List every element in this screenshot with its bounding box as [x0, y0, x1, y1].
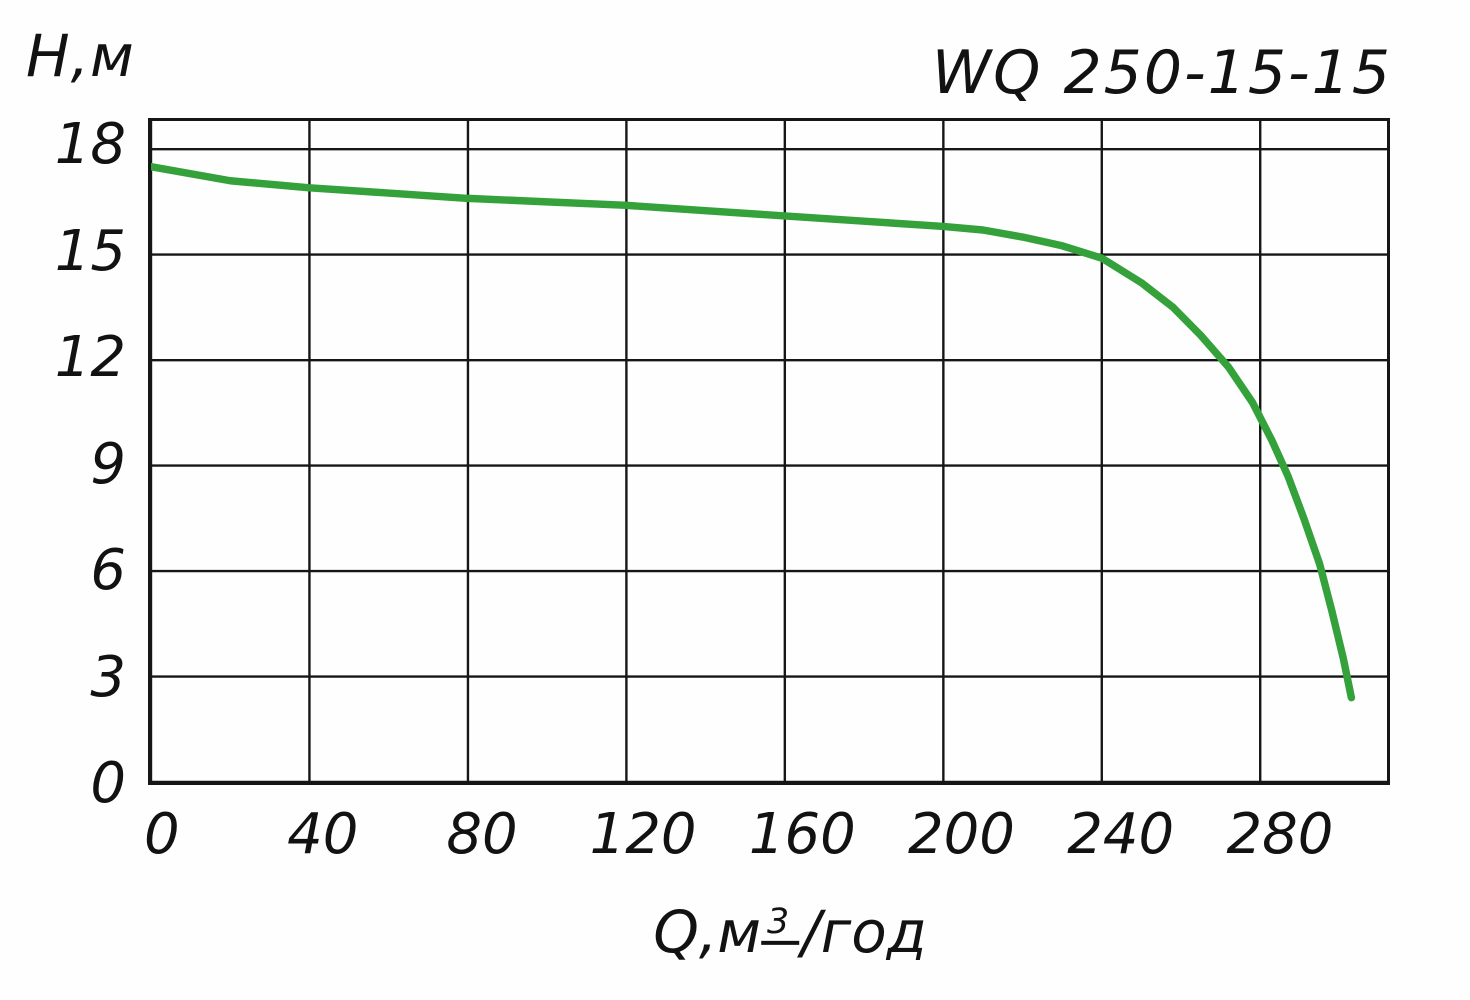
y-axis-title: Н,м [26, 22, 135, 90]
x-tick-label: 120 [589, 802, 697, 867]
chart-title: WQ 250-15-15 [931, 38, 1392, 108]
pump-head-curve [151, 162, 1356, 702]
y-tick-label: 9 [90, 431, 126, 497]
x-axis-title-prefix: Q,м [653, 898, 762, 966]
x-axis-title-exponent: 3 [761, 905, 800, 945]
y-tick-label: 0 [90, 750, 126, 816]
x-tick-label: 0 [143, 802, 180, 867]
plot-svg [151, 121, 1387, 782]
x-tick-label: 160 [748, 802, 856, 867]
plot-area [148, 118, 1390, 785]
x-tick-label: 80 [446, 802, 518, 867]
y-tick-label: 12 [54, 325, 126, 391]
y-tick-label: 6 [90, 538, 126, 604]
x-tick-label: 200 [908, 802, 1015, 867]
x-tick-label: 40 [287, 802, 359, 867]
y-tick-label: 3 [90, 644, 126, 710]
x-tick-label: 240 [1067, 802, 1175, 867]
x-axis-title-suffix: /год [801, 898, 927, 966]
y-tick-label: 18 [54, 112, 126, 178]
y-tick-label: 15 [54, 218, 126, 284]
x-axis-title: Q,м 3/год [653, 898, 927, 966]
x-tick-label: 280 [1226, 802, 1334, 867]
